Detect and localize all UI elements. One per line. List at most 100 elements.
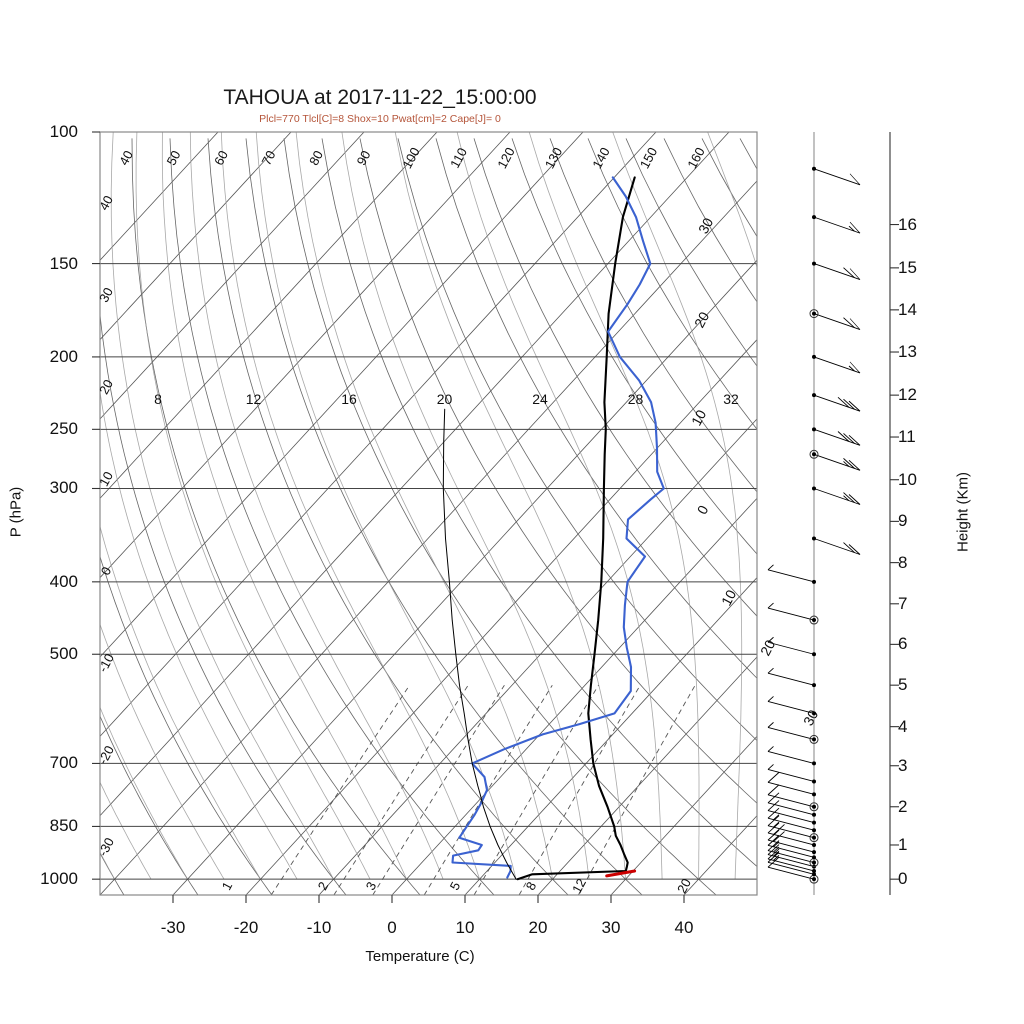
wind-barb: [767, 856, 815, 880]
moist-adiabat-label: 20: [691, 309, 713, 330]
temperature-tick-label: 30: [601, 918, 621, 937]
chart-title: TAHOUA at 2017-11-22_15:00:00: [223, 86, 537, 109]
wind-level-dot: [812, 868, 816, 873]
wind-barb: [767, 602, 815, 621]
temperature-tick-label: 20: [528, 918, 548, 937]
wind-level-dot: [812, 761, 816, 766]
wind-barb: [767, 815, 815, 839]
isotherm-label-mid: 12: [246, 391, 262, 407]
wind-barb: [767, 784, 815, 808]
series-dewpoint: [451, 176, 665, 879]
isotherm-label-mid: 32: [723, 391, 739, 407]
wind-level-dot: [812, 452, 816, 457]
wind-level-dot: [812, 792, 816, 797]
series-surface-marker: [605, 869, 637, 878]
temperature-tick-label: -30: [160, 918, 186, 937]
wind-level-dot: [812, 683, 816, 688]
height-tick-label: 8: [898, 552, 908, 572]
pressure-axis-labels: 100 150 200 250 300 400 500 700 850 1000: [0, 0, 92, 1024]
isotherm-label-left: 30: [96, 285, 116, 305]
wind-level-circle: [809, 833, 819, 843]
wind-barb: [767, 844, 815, 868]
wind-barb: [813, 263, 861, 280]
pressure-tick-label: 500: [49, 644, 78, 664]
pressure-tick-label: 100: [49, 122, 78, 141]
height-tick-label: 1: [898, 834, 908, 854]
wind-barb: [767, 746, 815, 764]
temperature-ticks: [172, 895, 685, 903]
wind-barb: [767, 764, 815, 782]
wind-level-dot: [812, 872, 816, 877]
wind-level-dot: [812, 779, 816, 784]
pressure-tick-label: 150: [49, 253, 78, 273]
wind-level-circle: [809, 309, 819, 319]
height-tick-label: 10: [898, 469, 917, 489]
temperature-axis-title: Temperature (C): [365, 948, 475, 965]
height-tick-label: 5: [898, 675, 908, 695]
height-axis: [889, 132, 899, 895]
wind-level-dot: [812, 860, 816, 865]
isotherm-label-left: 20: [96, 377, 116, 397]
isobar-grid: [100, 131, 757, 880]
temperature-tick-label: 0: [387, 918, 397, 937]
wind-barb: [767, 564, 815, 583]
wind-level-dot: [812, 711, 816, 716]
wind-barb: [813, 168, 861, 186]
wind-level-dot: [812, 737, 816, 742]
height-tick-label: 13: [898, 342, 917, 362]
dry-adiabat-label: 50: [164, 148, 184, 168]
height-tick-label: 4: [898, 716, 908, 736]
dry-adiabat-label: 60: [211, 148, 231, 168]
wind-level-dot: [812, 804, 816, 809]
isotherm-label-mid: 8: [154, 391, 162, 407]
wind-level-dot: [812, 579, 816, 584]
pressure-ticks: [92, 131, 100, 880]
wind-barb: [813, 356, 861, 374]
plot-frame: [99, 131, 758, 896]
wind-level-dot: [812, 166, 816, 171]
wind-barb: [767, 667, 815, 686]
wind-barb: [813, 428, 861, 446]
wind-barb: [767, 792, 815, 816]
wind-level-dot: [812, 261, 816, 266]
temperature-tick-label: -10: [306, 918, 332, 937]
wind-level-dot: [812, 828, 816, 833]
wind-level-dot: [812, 215, 816, 220]
isotherm-label-left: 10: [96, 469, 116, 489]
wind-level-dot: [812, 812, 816, 817]
mixing-ratio-grid: [270, 684, 696, 895]
wind-level-dot: [812, 486, 816, 491]
wind-level-dot: [812, 393, 816, 398]
wind-barb-column: [767, 132, 861, 895]
wind-level-dot: [812, 850, 816, 855]
dry-adiabat-label: 90: [354, 148, 374, 168]
moist-adiabat-label: 10: [718, 587, 740, 608]
height-tick-label: 0: [898, 869, 908, 889]
pressure-tick-label: 850: [49, 816, 78, 836]
chart-subtitle: Plcl=770 Tlcl[C]=8 Shox=10 Pwat[cm]=2 Ca…: [259, 113, 501, 125]
pressure-tick-label: 300: [49, 478, 78, 498]
wind-barb: [767, 848, 815, 872]
wind-barb: [767, 696, 815, 714]
pressure-tick-label: 200: [49, 346, 78, 366]
wind-barb: [767, 822, 815, 846]
wind-level-dot: [812, 855, 816, 860]
series-temperature: [516, 176, 636, 881]
wind-level-dot: [812, 652, 816, 657]
mixing-ratio-label: 20: [674, 876, 694, 896]
pressure-tick-label: 700: [49, 753, 78, 773]
isotherm-label-left: 40: [96, 193, 116, 213]
wind-barb: [767, 829, 815, 853]
wind-barb: [813, 453, 861, 471]
height-axis-title: Height (Km): [954, 471, 972, 553]
pressure-tick-label: 1000: [40, 869, 78, 889]
wind-level-dot: [812, 536, 816, 541]
wind-barb: [813, 394, 861, 412]
height-tick-label: 11: [898, 427, 916, 447]
wind-barb: [767, 722, 815, 740]
temperature-tick-label: 40: [674, 918, 694, 937]
height-tick-label: 6: [898, 634, 908, 654]
pressure-tick-label: 400: [49, 571, 78, 591]
